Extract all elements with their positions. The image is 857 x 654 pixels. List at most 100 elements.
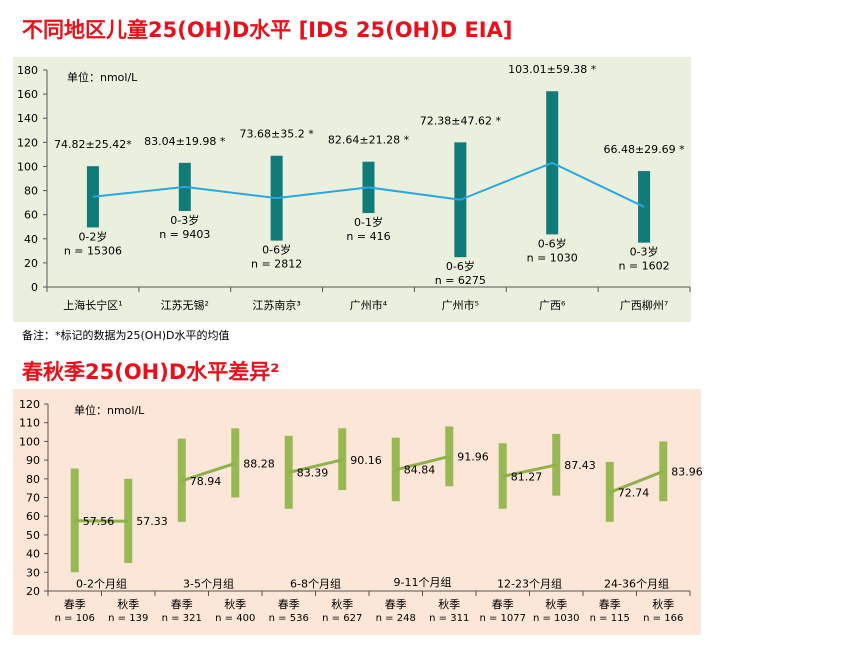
chart2-y-tick-label: 90 (26, 454, 40, 467)
chart2-n-label: n = 106 (55, 613, 95, 624)
chart2-mean-label: 84.84 (404, 464, 436, 477)
chart2-y-tick-label: 60 (26, 510, 40, 523)
chart2-n-label: n = 400 (215, 613, 255, 624)
footnote: 备注：*标记的数据为25(OH)D水平的均值 (22, 329, 230, 342)
chart1-x-tick-label: 江苏无锡² (161, 298, 209, 312)
chart1-y-tick-label: 80 (24, 185, 38, 198)
chart1-n-label: n = 1602 (618, 260, 669, 273)
chart2-x-tick-label: 秋季 (117, 597, 139, 611)
chart1-mean-label: 83.04±19.98 * (144, 135, 226, 148)
chart1-title: 不同地区儿童25(OH)D水平 [IDS 25(OH)D EIA] (22, 18, 513, 42)
chart2-range-bar (445, 426, 454, 487)
chart1-y-tick-label: 180 (17, 64, 38, 77)
chart1-x-tick-label: 广西柳州⁷ (620, 298, 668, 312)
chart2-range-bar (70, 468, 79, 573)
chart2-range-bar (659, 441, 668, 502)
chart1-y-tick-label: 20 (24, 257, 38, 270)
chart2-y-tick-label: 110 (19, 417, 40, 430)
chart1-age-label: 0-2岁 (78, 229, 107, 243)
chart2-y-tick-label: 40 (26, 548, 40, 561)
chart2-mean-label: 57.33 (136, 515, 168, 528)
chart2-x-tick-label: 秋季 (331, 597, 353, 611)
chart1-mean-label: 82.64±21.28 * (328, 134, 410, 147)
chart1-x-tick-label: 上海长宁区¹ (63, 298, 122, 312)
chart1-x-tick-label: 广州市⁵ (442, 298, 479, 312)
chart1-mean-label: 66.48±29.69 * (603, 143, 685, 156)
chart2-y-tick-label: 70 (26, 492, 40, 505)
chart1-x-tick-label: 广西⁶ (539, 299, 566, 312)
chart1-range-bar (638, 171, 651, 243)
chart2-x-tick-label: 秋季 (224, 597, 246, 611)
chart1-mean-label: 72.38±47.62 * (420, 114, 502, 127)
chart1-y-tick-label: 60 (24, 209, 38, 222)
chart2-x-tick-label: 秋季 (652, 597, 674, 611)
chart1-y-tick-label: 120 (17, 136, 38, 149)
chart1-age-label: 0-6岁 (538, 236, 567, 250)
chart2-mean-label: 83.96 (671, 465, 703, 478)
chart1-n-label: n = 9403 (159, 228, 210, 241)
chart2-group-label: 6-8个月组 (290, 577, 341, 591)
chart2-group-label: 12-23个月组 (497, 577, 562, 591)
chart2-mean-label: 81.27 (511, 470, 543, 483)
chart2-n-label: n = 536 (269, 613, 309, 624)
chart2-n-label: n = 139 (108, 613, 148, 624)
chart2-n-label: n = 166 (643, 613, 683, 624)
chart1-y-tick-label: 100 (17, 160, 38, 173)
chart2-title: 春秋季25(OH)D水平差异² (22, 360, 280, 384)
chart2-mean-line (395, 454, 450, 472)
chart2-range-bar (231, 428, 240, 498)
chart2-y-tick-label: 30 (26, 566, 40, 579)
chart1-y-tick-label: 0 (31, 281, 38, 294)
chart1-age-label: 0-6岁 (262, 243, 291, 257)
chart2-x-tick-label: 春季 (599, 598, 621, 611)
chart1-age-label: 0-6岁 (446, 259, 475, 273)
chart2-n-label: n = 311 (429, 613, 469, 624)
chart1-age-label: 0-3岁 (170, 213, 199, 227)
chart2-n-label: n = 1030 (533, 613, 580, 624)
chart2-x-tick-label: 春季 (278, 598, 300, 611)
chart2-n-label: n = 321 (162, 613, 202, 624)
chart1-n-label: n = 1030 (527, 251, 578, 264)
chart2-x-tick-label: 秋季 (438, 597, 460, 611)
chart2-mean-line (609, 469, 664, 494)
chart2-y-tick-label: 80 (26, 473, 40, 486)
chart1-x-tick-label: 江苏南京³ (252, 298, 300, 312)
chart1-age-label: 0-3岁 (630, 245, 659, 259)
chart2-mean-label: 72.74 (618, 486, 650, 499)
chart2-group-label: 3-5个月组 (183, 577, 234, 591)
chart2-range-bar (552, 433, 561, 496)
chart2-x-tick-label: 春季 (492, 598, 514, 611)
chart1-y-tick-label: 40 (24, 233, 38, 246)
chart2-mean-label: 88.28 (243, 457, 275, 470)
chart2-mean-line (181, 461, 236, 483)
chart2-n-label: n = 627 (322, 613, 362, 624)
chart2-y-tick-label: 50 (26, 529, 40, 542)
chart1-mean-label: 73.68±35.2 * (240, 128, 315, 141)
chart2-mean-line (502, 463, 557, 478)
chart2-mean-label: 90.16 (350, 454, 382, 467)
chart2-x-tick-label: 春季 (64, 598, 86, 611)
chart1-age-label: 0-1岁 (354, 215, 383, 229)
chart2-n-label: n = 248 (376, 613, 416, 624)
chart2-y-tick-label: 20 (26, 585, 40, 598)
chart2-n-label: n = 115 (590, 613, 630, 624)
chart1-x-tick-label: 广州市⁴ (350, 298, 388, 312)
chart2-group-label: 24-36个月组 (604, 577, 669, 591)
chart2-unit-label: 单位：nmol/L (74, 403, 145, 417)
chart1-n-label: n = 6275 (435, 274, 486, 287)
chart1-mean-label: 103.01±59.38 * (508, 63, 597, 76)
chart2-mean-label: 83.39 (297, 466, 329, 479)
chart2-mean-label: 57.56 (83, 515, 115, 528)
chart2-x-tick-label: 春季 (171, 598, 193, 611)
chart2-group-label: 0-2个月组 (76, 576, 127, 590)
chart1-mean-line (92, 161, 645, 208)
chart1-y-tick-label: 160 (17, 88, 38, 101)
chart2-mean-label: 91.96 (457, 450, 489, 463)
chart2-x-tick-label: 春季 (385, 598, 407, 611)
chart1-y-tick-label: 140 (17, 112, 38, 125)
chart1-unit-label: 单位：nmol/L (67, 70, 138, 84)
chart2-group-label: 9-11个月组 (394, 575, 452, 589)
chart2-y-tick-label: 120 (19, 398, 40, 411)
